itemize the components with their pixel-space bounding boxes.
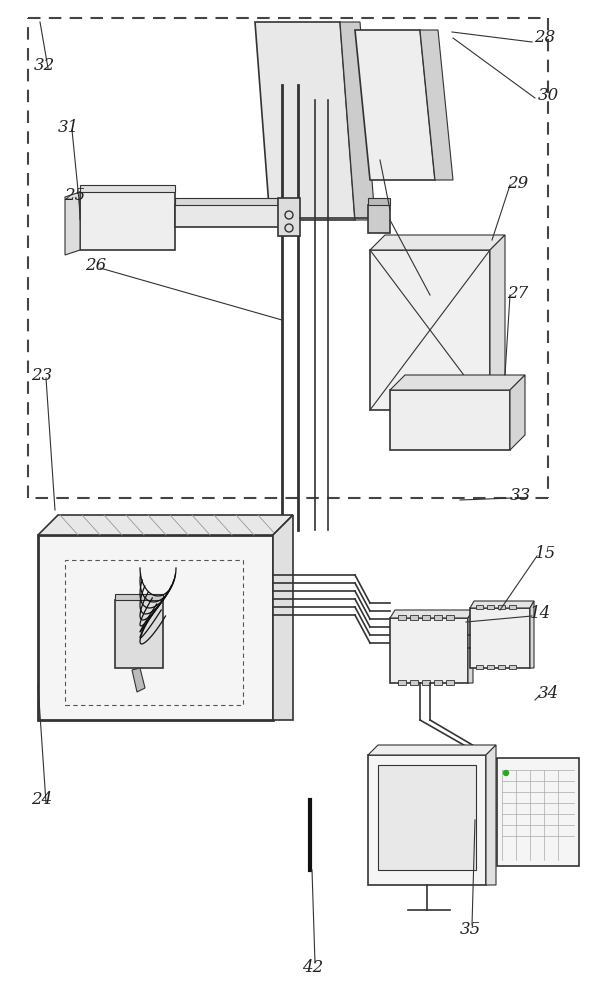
Bar [487, 605, 494, 609]
Polygon shape [370, 250, 490, 410]
Polygon shape [368, 745, 496, 755]
Text: 32: 32 [33, 56, 55, 74]
Bar [115, 600, 163, 668]
Text: 24: 24 [31, 792, 53, 808]
Text: 31: 31 [58, 118, 79, 135]
Text: 29: 29 [508, 174, 528, 192]
Bar [65, 560, 243, 705]
Polygon shape [273, 515, 293, 720]
Polygon shape [355, 30, 435, 180]
Polygon shape [468, 610, 473, 683]
Bar [446, 615, 454, 620]
Bar [410, 615, 418, 620]
Text: 28: 28 [534, 29, 556, 46]
Bar [175, 205, 283, 227]
Bar [498, 665, 505, 669]
Text: 27: 27 [508, 284, 528, 302]
Text: 26: 26 [85, 256, 107, 273]
Polygon shape [340, 22, 375, 220]
Bar [434, 615, 442, 620]
Polygon shape [370, 235, 505, 250]
Bar [398, 615, 406, 620]
Polygon shape [510, 375, 525, 450]
Polygon shape [470, 601, 534, 608]
Bar [476, 665, 483, 669]
Bar [509, 665, 516, 669]
Text: 34: 34 [537, 684, 559, 702]
Text: 23: 23 [31, 366, 53, 383]
Polygon shape [80, 185, 175, 192]
Polygon shape [486, 745, 496, 885]
Text: 25: 25 [65, 186, 85, 204]
Polygon shape [255, 22, 355, 220]
Bar [410, 680, 418, 685]
Polygon shape [390, 390, 510, 450]
Bar [497, 758, 579, 866]
Polygon shape [420, 30, 453, 180]
Polygon shape [390, 610, 473, 618]
Polygon shape [390, 375, 525, 390]
Bar [390, 618, 468, 683]
Bar [378, 765, 476, 870]
Polygon shape [368, 198, 390, 205]
Circle shape [503, 770, 509, 776]
Text: 14: 14 [530, 605, 551, 622]
Bar [470, 608, 530, 668]
Polygon shape [38, 515, 293, 535]
Bar [434, 680, 442, 685]
Bar [278, 198, 300, 236]
Polygon shape [530, 601, 534, 668]
Bar [509, 605, 516, 609]
Text: 35: 35 [460, 922, 480, 938]
Bar [476, 605, 483, 609]
Polygon shape [175, 198, 283, 205]
Bar [422, 615, 430, 620]
Bar [368, 205, 390, 233]
Polygon shape [132, 668, 145, 692]
Bar [368, 755, 486, 885]
Bar [38, 535, 273, 720]
Bar [398, 680, 406, 685]
Polygon shape [115, 594, 163, 600]
Bar [498, 605, 505, 609]
Text: 15: 15 [534, 544, 556, 562]
Bar [422, 680, 430, 685]
Polygon shape [65, 192, 80, 255]
Bar [80, 192, 175, 250]
Text: 33: 33 [509, 488, 531, 504]
Bar [487, 665, 494, 669]
Text: 42: 42 [302, 958, 324, 976]
Bar [446, 680, 454, 685]
Polygon shape [490, 235, 505, 410]
Text: 30: 30 [537, 87, 559, 104]
